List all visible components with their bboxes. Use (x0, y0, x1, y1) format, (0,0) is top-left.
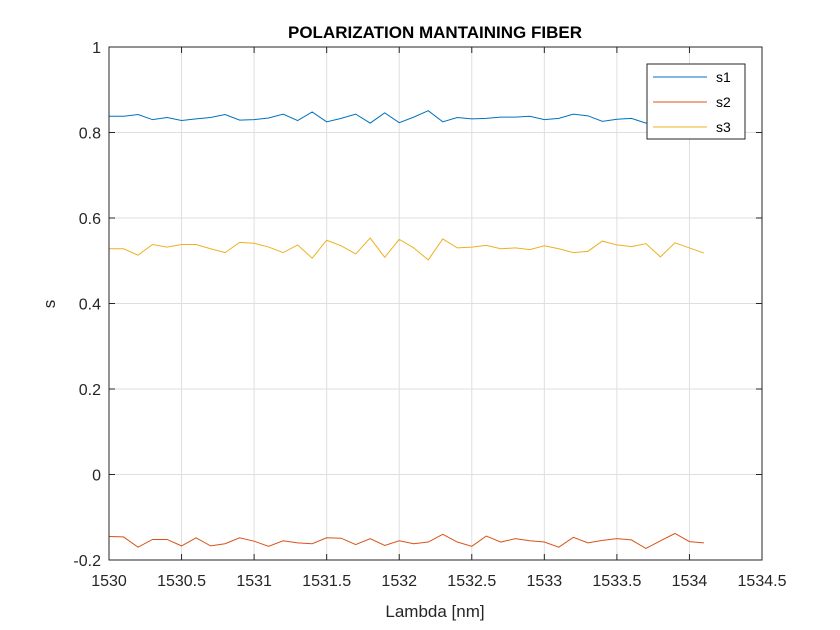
x-tick-label: 1532 (381, 573, 417, 590)
y-axis-label: s (40, 300, 59, 309)
x-tick-label: 1531.5 (302, 573, 351, 590)
x-axis-label: Lambda [nm] (385, 602, 484, 621)
x-tick-labels: 1530 1530.5 1531 1531.5 1532 1532.5 1533 1533.5… (91, 573, 786, 590)
x-tick-label: 1530.5 (157, 573, 206, 590)
x-tick-label: 1531 (236, 573, 272, 590)
series-line-s1 (109, 110, 704, 124)
x-tick-label: 1530 (91, 573, 127, 590)
x-tick-label: 1533 (527, 573, 563, 590)
x-tick-label: 1533.5 (592, 573, 641, 590)
series-lines (108, 110, 705, 550)
series-line-s3 (109, 237, 705, 261)
y-tick-label: 0.4 (79, 297, 101, 314)
legend-label-s3: s3 (716, 119, 731, 135)
legend-label-s2: s2 (716, 94, 731, 110)
y-tick-label: 0.2 (79, 382, 101, 399)
y-tick-label: 0.8 (79, 126, 101, 143)
y-tick-label: -0.2 (73, 553, 101, 570)
y-tick-label: 0.6 (79, 211, 101, 228)
chart-title: POLARIZATION MANTAINING FIBER (288, 23, 582, 42)
series-line-s2 (108, 532, 705, 550)
axis-ticks (108, 46, 763, 561)
x-tick-label: 1534 (672, 573, 708, 590)
y-tick-label: 0 (92, 468, 101, 485)
y-tick-label: 1 (92, 40, 101, 57)
x-tick-label: 1534.5 (738, 573, 787, 590)
legend: s1 s2 s3 (646, 63, 746, 140)
legend-label-s1: s1 (716, 69, 731, 85)
y-tick-labels: -0.2 0 0.2 0.4 0.6 0.8 1 (73, 40, 101, 570)
x-tick-label: 1532.5 (447, 573, 496, 590)
